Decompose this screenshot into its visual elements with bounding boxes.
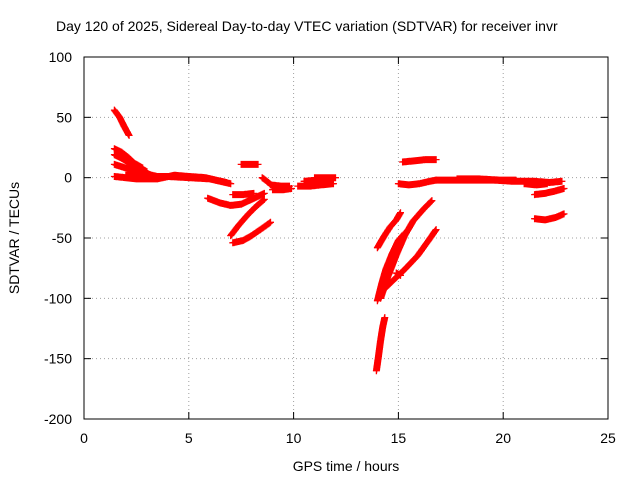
data-segment-14 (294, 180, 337, 190)
chart-title: Day 120 of 2025, Sidereal Day-to-day VTE… (56, 18, 558, 34)
y-tick-label: 100 (49, 49, 73, 65)
data-segment-21 (392, 269, 404, 279)
x-axis-tick-labels: 0 5 10 15 20 25 (80, 430, 616, 446)
data-segment-23 (399, 156, 440, 166)
data-segment-22 (372, 314, 389, 375)
y-tick-label: 50 (56, 109, 72, 125)
x-tick-label: 20 (495, 430, 511, 446)
data-segment-27 (520, 180, 551, 189)
y-tick-label: -100 (44, 290, 72, 306)
data-segment-28 (531, 185, 568, 199)
data-segment-6 (204, 189, 268, 209)
x-tick-label: 5 (185, 430, 193, 446)
x-tick-label: 0 (80, 430, 88, 446)
x-axis-label: GPS time / hours (293, 458, 400, 474)
y-tick-label: 0 (64, 170, 72, 186)
y-tick-label: -150 (44, 351, 72, 367)
data-segment-26 (453, 175, 520, 184)
data-segment-8 (227, 195, 268, 240)
data-segment-9 (229, 218, 274, 247)
data-segment-29 (531, 210, 568, 224)
plot-frame (83, 56, 609, 420)
data-segment-10 (237, 160, 262, 168)
data-points (110, 106, 568, 375)
x-tick-label: 10 (286, 430, 302, 446)
axis-ticks (83, 56, 609, 420)
data-segment-24 (394, 176, 440, 189)
y-axis-label: SDTVAR / TECUs (6, 182, 22, 294)
x-tick-label: 25 (600, 430, 616, 446)
grid-lines (84, 57, 608, 419)
data-segment-20 (373, 209, 404, 252)
y-tick-label: -200 (44, 411, 72, 427)
y-tick-label: -50 (52, 230, 72, 246)
data-segment-0 (110, 106, 133, 139)
data-segment-13 (269, 185, 295, 194)
y-axis-tick-labels: -200 -150 -100 -50 0 50 100 (44, 49, 72, 427)
data-segment-16 (311, 174, 339, 182)
data-segment-5 (122, 171, 230, 186)
data-segment-7 (229, 189, 258, 199)
x-tick-label: 15 (391, 430, 407, 446)
